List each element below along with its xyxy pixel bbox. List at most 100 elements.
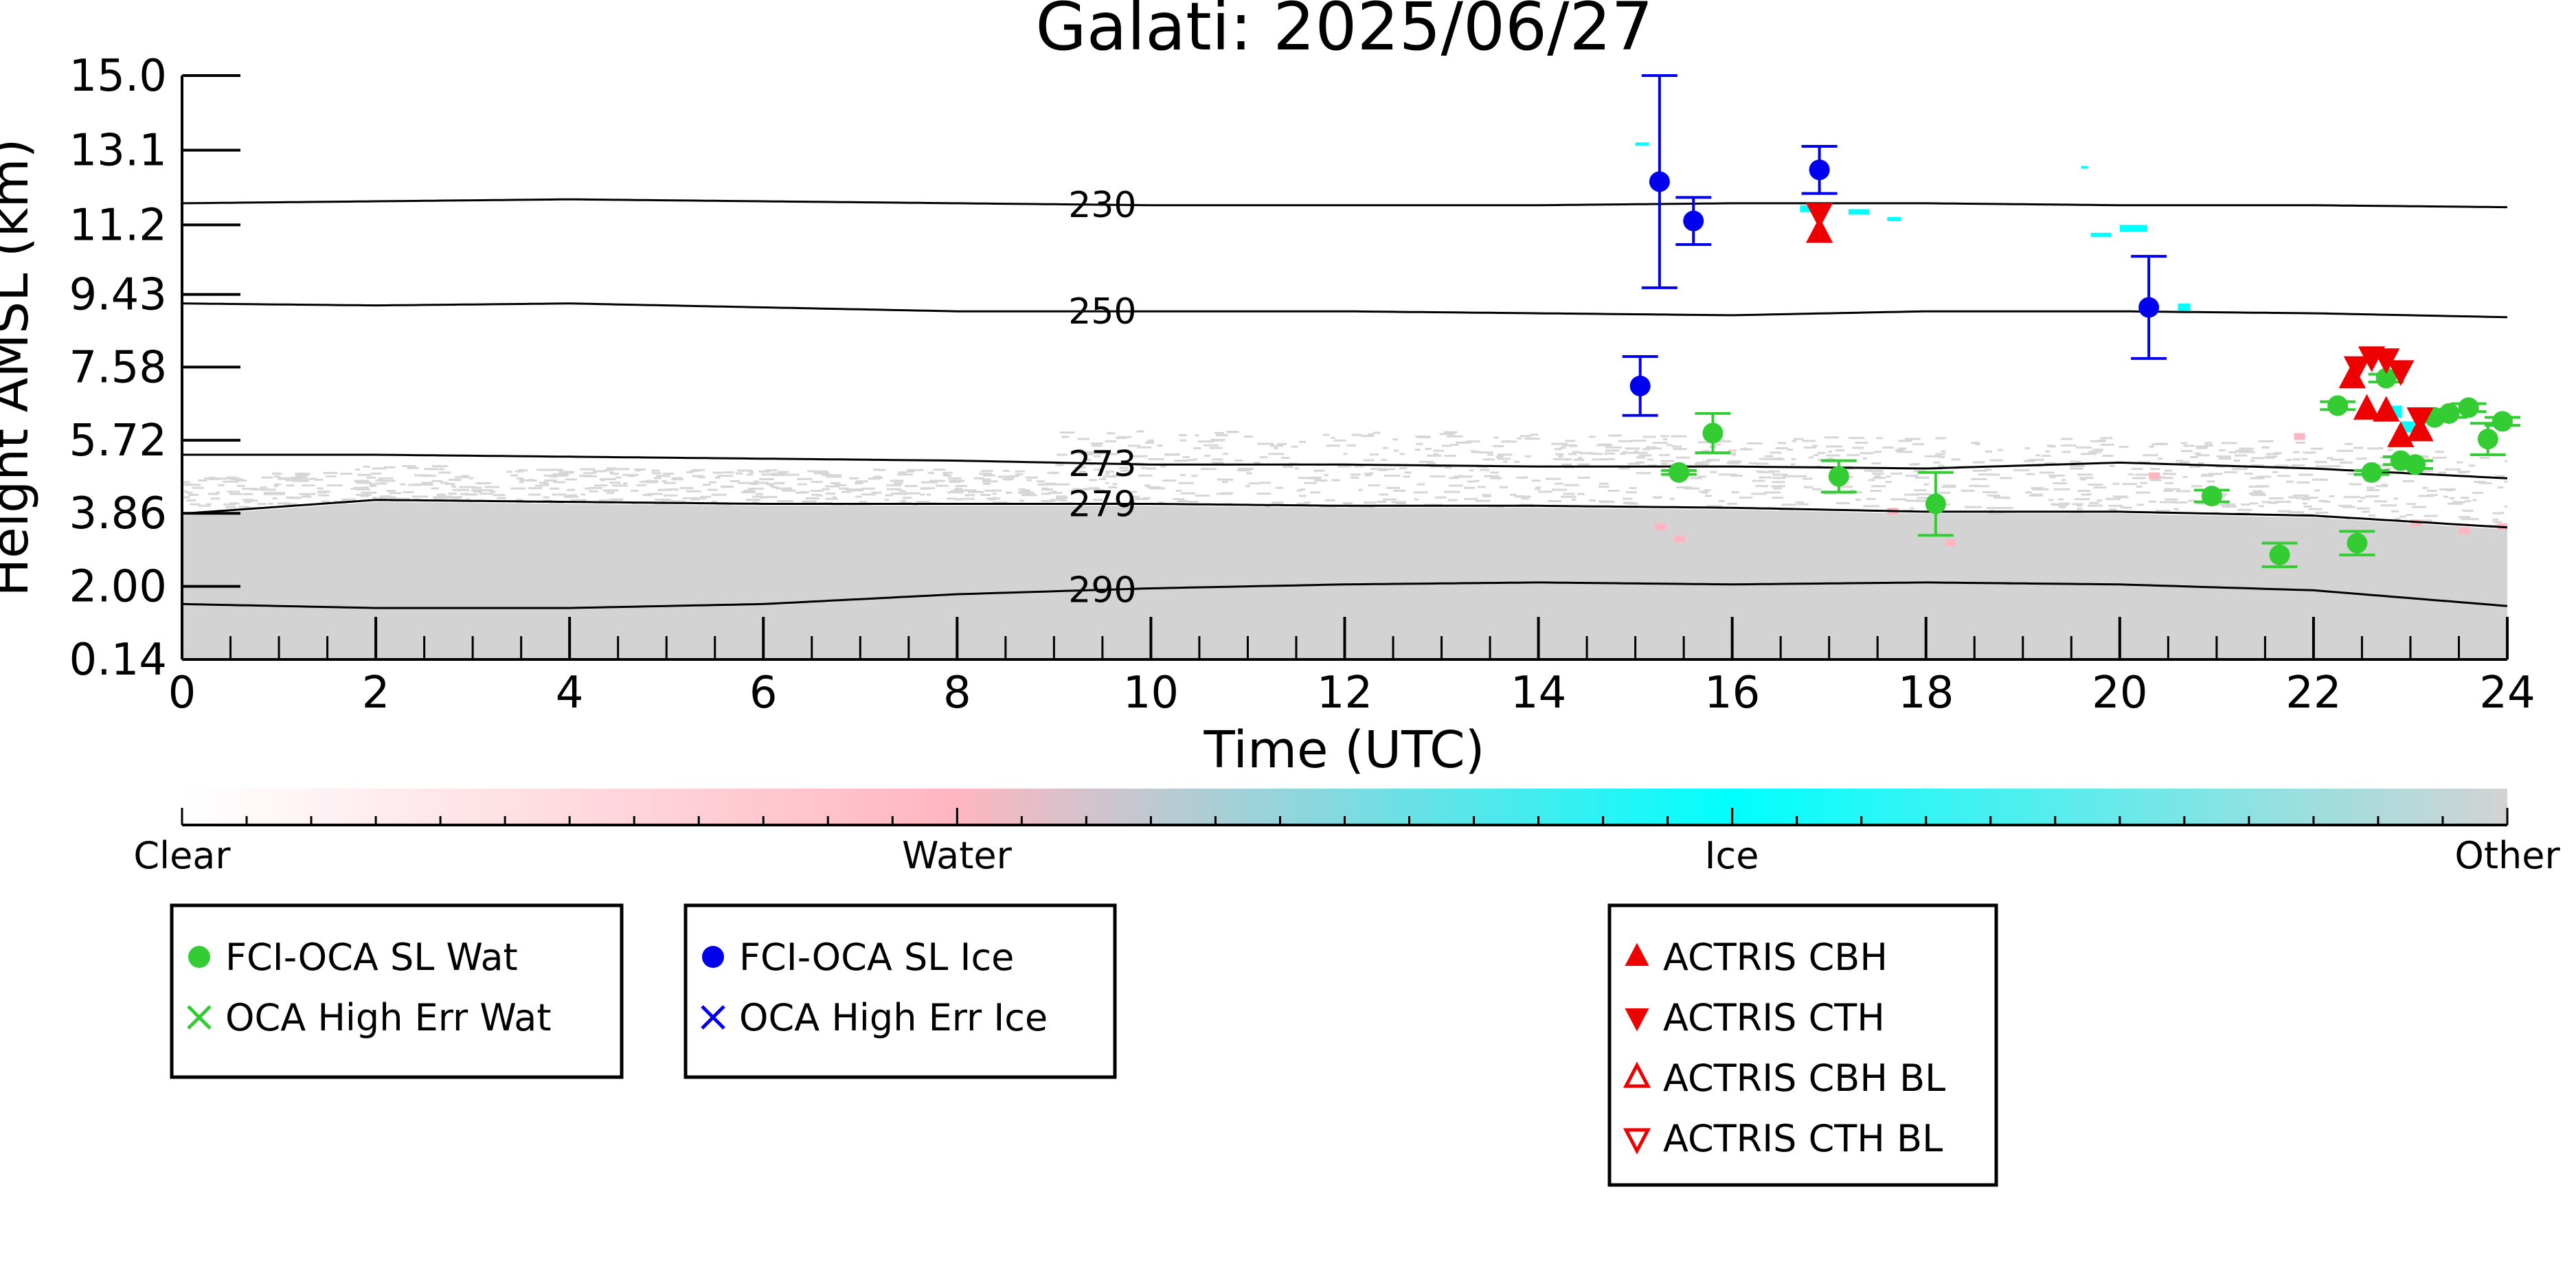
x-tick-label: 16 [1704, 668, 1760, 719]
x-tick-label: 14 [1511, 668, 1566, 719]
x-tick-label: 24 [2479, 668, 2535, 719]
data-point-fci-oca-sl-wat [2439, 403, 2460, 424]
contour-230 [182, 198, 2507, 209]
legend-frame [170, 903, 624, 1079]
x-tick-label: 0 [168, 668, 196, 719]
data-point-actris-cbh [2373, 396, 2400, 422]
series-fci-oca-sl-ice [1622, 74, 2167, 417]
legend-label-oca-high-err-wat: OCA High Err Wat [225, 996, 552, 1039]
x-tick-label: 12 [1317, 668, 1372, 719]
legend-marker-oca-high-err-wat [187, 1005, 212, 1030]
legend-marker-actris-cbh-bl [1623, 1061, 1651, 1088]
legend-marker-actris-cth [1625, 1008, 1649, 1032]
data-point-fci-oca-sl-wat [2361, 462, 2382, 483]
contour-250 [182, 302, 2507, 319]
x-tick-label: 4 [556, 668, 584, 719]
contour-label-279: 279 [1068, 484, 1136, 525]
data-point-fci-oca-sl-ice [2138, 297, 2160, 318]
x-tick-label: 20 [2092, 668, 2147, 719]
data-point-fci-oca-sl-ice [1649, 171, 1670, 192]
data-point-actris-cbh [2387, 421, 2415, 447]
data-point-fci-oca-sl-wat [2405, 454, 2426, 475]
data-point-actris-cbh [1805, 217, 1833, 243]
x-tick-label: 8 [943, 668, 971, 719]
data-point-fci-oca-sl-ice [1629, 375, 1651, 396]
colorbar: Clear Water Ice Other [133, 789, 2560, 877]
data-point-fci-oca-sl-wat [2327, 395, 2349, 416]
chart-title: Galati: 2025/06/27 [1035, 0, 1653, 65]
y-tick-label: 15.0 [69, 51, 168, 102]
data-point-actris-cth [2387, 360, 2415, 386]
data-point-actris-cth [2343, 356, 2371, 382]
x-tick-label: 6 [749, 668, 778, 719]
colorbar-label-other: Other [2454, 834, 2560, 877]
legend-marker-fci-oca-sl-wat [188, 946, 210, 968]
y-tick-label: 7.58 [69, 342, 168, 393]
legend-frame [1607, 903, 1998, 1187]
x-tick-label: 22 [2285, 668, 2341, 719]
legend-label-fci-oca-sl-wat: FCI-OCA SL Wat [225, 936, 518, 979]
y-tick-label: 5.72 [69, 416, 168, 466]
legend-label-actris-cth: ACTRIS CTH [1663, 996, 1885, 1039]
legend-label-actris-cbh: ACTRIS CBH [1663, 936, 1888, 979]
contour-label-230: 230 [1068, 185, 1136, 226]
legend-box-2: FCI-OCA SL Ice OCA High Err Ice [683, 903, 1117, 1079]
y-tick-label: 0.14 [69, 635, 168, 686]
series-fci-oca-sl-wat [1661, 368, 2520, 569]
contour-290 [182, 581, 2507, 609]
contour-273 [182, 453, 2507, 479]
y-tick-label: 13.1 [69, 126, 168, 177]
data-point-actris-cth [1805, 203, 1833, 229]
contour-label-250: 250 [1068, 291, 1136, 332]
data-point-fci-oca-sl-wat [1828, 466, 1849, 487]
y-tick-label: 9.43 [69, 270, 168, 321]
data-point-actris-cbh [2353, 394, 2381, 420]
plot-axes: 15.013.111.29.437.585.723.862.000.140 2 4 6… [69, 51, 2535, 719]
data-point-fci-oca-sl-wat [1702, 422, 1724, 444]
colorbar-label-clear: Clear [133, 834, 231, 877]
colorbar-ticks [181, 808, 2509, 825]
data-point-fci-oca-sl-wat [2269, 544, 2290, 565]
legend-marker-actris-cbh [1625, 942, 1649, 967]
data-point-fci-oca-sl-ice [1809, 159, 1830, 181]
x-tick-label: 2 [362, 668, 390, 719]
y-axis-label: Height AMSL (km) [0, 138, 40, 596]
data-point-fci-oca-sl-wat [2492, 411, 2513, 432]
x-tick-label: 10 [1123, 668, 1179, 719]
legend-marker-oca-high-err-ice [701, 1005, 725, 1030]
data-point-fci-oca-sl-wat [1669, 462, 1690, 483]
colorbar-label-ice: Ice [1705, 834, 1759, 877]
data-point-fci-oca-sl-ice [1683, 210, 1704, 231]
data-point-fci-oca-sl-wat [2201, 486, 2222, 507]
data-point-actris-cth [2406, 407, 2434, 433]
cloud-mask-ice-specks [1635, 142, 2415, 433]
series-actris-cth [1805, 203, 2434, 433]
y-tick-label: 3.86 [69, 488, 168, 539]
colorbar-label-water: Water [902, 834, 1012, 877]
data-point-fci-oca-sl-wat [2347, 532, 2368, 554]
y-tick-label: 2.00 [69, 562, 168, 613]
legend-marker-actris-cth-bl [1623, 1128, 1651, 1155]
legend-label-fci-oca-sl-ice: FCI-OCA SL Ice [739, 936, 1014, 979]
contour-279 [182, 499, 2507, 529]
data-point-fci-oca-sl-wat [2375, 368, 2397, 389]
y-tick-label: 11.2 [69, 200, 168, 251]
legend-box-1: FCI-OCA SL Wat OCA High Err Wat [170, 903, 624, 1079]
x-tick-label: 18 [1898, 668, 1954, 719]
legend-frame [683, 903, 1117, 1079]
contour-label-290: 290 [1068, 570, 1136, 611]
legend-label-actris-cbh-bl: ACTRIS CBH BL [1663, 1057, 1945, 1100]
data-point-fci-oca-sl-wat [2458, 397, 2479, 418]
legend-box-3: ACTRIS CBH ACTRIS CTH ACTRIS CBH BL ACTRIS … [1607, 903, 1998, 1187]
legend-marker-fci-oca-sl-ice [702, 946, 724, 968]
legend-label-oca-high-err-ice: OCA High Err Ice [739, 996, 1048, 1039]
x-axis-label: Time (UTC) [1203, 721, 1484, 780]
data-point-fci-oca-sl-wat [1925, 493, 1946, 515]
contour-label-273: 273 [1068, 444, 1136, 485]
data-point-fci-oca-sl-wat [2477, 429, 2498, 450]
cloud-mask-layer [182, 142, 2507, 659]
data-markers [1622, 74, 2520, 569]
